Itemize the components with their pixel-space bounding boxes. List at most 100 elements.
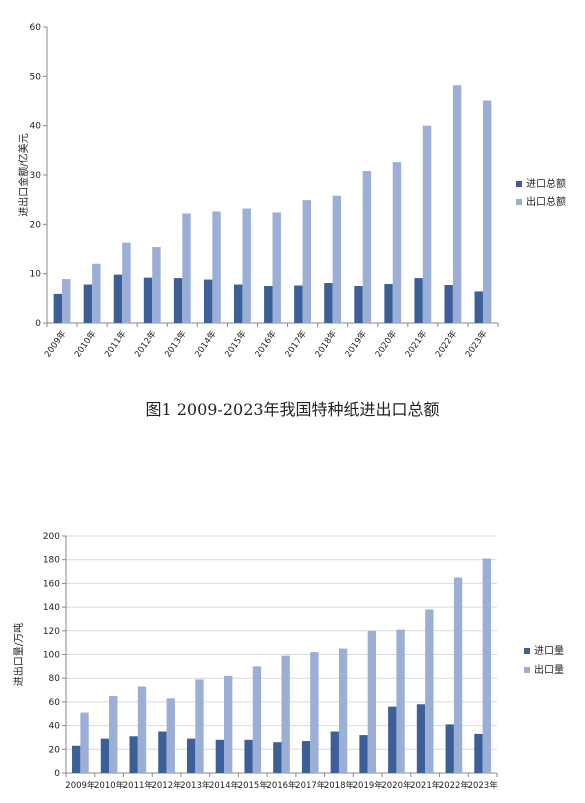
chart2-bar-export <box>453 577 463 773</box>
chart2-xtick-label: 2022年 <box>439 780 470 791</box>
chart1-bar-export <box>452 85 462 323</box>
chart1-ytick-label: 30 <box>30 171 42 181</box>
chart2-bar-export <box>338 648 348 773</box>
chart2-xtick-label: 2013年 <box>180 780 211 791</box>
chart2-legend-label: 出口量 <box>534 663 564 676</box>
chart1-legend-swatch <box>516 199 522 205</box>
chart1-bar-import <box>264 286 273 323</box>
chart2-legend-swatch <box>524 667 530 673</box>
chart1-xtick-label: 2009年 <box>42 328 69 359</box>
chart2-bar-export <box>224 675 233 773</box>
chart2-bar-import <box>72 745 81 773</box>
chart2-ytick-label: 140 <box>43 603 60 613</box>
chart2-bar-export <box>166 698 175 773</box>
chart1-bar-export <box>92 263 101 323</box>
chart1-xtick-label: 2019年 <box>343 328 370 359</box>
chart1-legend-label: 出口总额 <box>526 195 566 208</box>
chart1-bar-import <box>83 284 93 323</box>
chart1-legend-swatch <box>516 181 522 187</box>
chart1-xtick-label: 2010年 <box>72 328 99 359</box>
chart-import-export-volume: 0204060801001201401601802002009年2010年201… <box>12 532 564 791</box>
chart1-bar-export <box>302 200 311 323</box>
chart1-xtick-label: 2017年 <box>283 328 310 359</box>
chart2-bar-import <box>416 704 426 773</box>
chart2-xtick-label: 2021年 <box>410 780 441 791</box>
chart2-ytick-label: 80 <box>49 674 61 684</box>
chart1-xtick-label: 2012年 <box>132 328 159 359</box>
chart1-xtick-label: 2021年 <box>403 328 430 359</box>
chart1-xtick-label: 2014年 <box>193 328 220 359</box>
chart2-bar-export <box>80 712 89 773</box>
chart1-legend-label: 进口总额 <box>526 177 566 190</box>
chart2-bar-import <box>445 724 454 773</box>
chart2-xtick-label: 2018年 <box>324 780 355 791</box>
chart2-bar-export <box>396 629 405 773</box>
chart1-bar-import <box>444 285 453 323</box>
chart2-y-axis-title: 进出口量/万吨 <box>12 623 25 686</box>
chart2-bar-export <box>252 666 262 773</box>
chart1-bar-export <box>242 208 251 323</box>
chart1-bar-import <box>203 279 213 323</box>
chart1-xtick-label: 2022年 <box>433 328 460 359</box>
chart1-ytick-label: 50 <box>30 72 42 82</box>
chart2-xtick-label: 2011年 <box>123 780 154 791</box>
chart2-bar-import <box>244 739 253 773</box>
chart2-bar-export <box>195 679 204 773</box>
chart2-bar-export <box>425 609 434 773</box>
chart1-xtick-label: 2011年 <box>102 328 129 359</box>
chart2-bar-export <box>310 652 319 773</box>
chart1-ytick-label: 20 <box>30 220 42 230</box>
chart1-ytick-label: 60 <box>30 23 42 33</box>
chart2-legend-label: 进口量 <box>534 645 564 657</box>
chart2-legend-swatch <box>524 648 530 654</box>
chart2-bar-export <box>367 630 377 773</box>
figure-caption: 图1 2009-2023年我国特种纸进出口总额 <box>145 400 440 419</box>
chart1-bar-export <box>122 242 131 323</box>
chart2-bar-import <box>158 731 167 773</box>
chart2-ytick-label: 160 <box>43 579 60 589</box>
chart1-bar-import <box>234 284 243 323</box>
chart1-bar-export <box>422 125 432 324</box>
chart1-bar-import <box>294 285 303 323</box>
chart2-xtick-label: 2023年 <box>468 780 499 791</box>
chart1-bar-import <box>324 283 333 323</box>
chart2-ytick-label: 180 <box>43 556 60 566</box>
chart1-bar-export <box>362 171 372 323</box>
chart2-xtick-label: 2014年 <box>209 780 240 791</box>
chart1-bar-import <box>113 274 123 323</box>
chart1-bar-import <box>414 278 423 323</box>
chart2-bar-import <box>273 742 282 773</box>
chart2-bar-export <box>281 655 290 773</box>
chart2-ytick-label: 100 <box>43 651 60 661</box>
chart1-bar-import <box>143 277 153 323</box>
chart2-xtick-label: 2012年 <box>151 780 182 791</box>
chart2-xtick-label: 2015年 <box>238 780 269 791</box>
chart1-xtick-label: 2016年 <box>253 328 280 359</box>
chart2-bar-import <box>186 738 196 773</box>
chart1-bar-import <box>53 293 63 323</box>
chart1-bar-import <box>354 286 363 323</box>
chart2-bar-import <box>359 735 368 773</box>
chart1-xtick-label: 2018年 <box>313 328 340 359</box>
chart1-xtick-label: 2023年 <box>463 328 490 359</box>
chart2-bar-import <box>301 741 311 773</box>
chart2-bar-import <box>215 739 225 773</box>
chart2-ytick-label: 60 <box>49 698 61 708</box>
chart1-bar-export <box>272 212 281 323</box>
chart2-xtick-label: 2019年 <box>353 780 384 791</box>
chart2-bar-export <box>137 686 147 773</box>
chart1-bar-export <box>152 247 161 323</box>
chart1-bar-export <box>392 162 402 323</box>
chart2-bar-import <box>330 731 339 773</box>
chart2-bar-import <box>388 706 397 773</box>
chart1-xtick-label: 2013年 <box>162 328 189 359</box>
chart2-bar-export <box>482 558 491 773</box>
chart2-ytick-label: 40 <box>49 722 61 732</box>
chart1-bar-export <box>182 213 191 323</box>
chart2-bar-import <box>129 736 138 773</box>
chart2-bar-export <box>109 695 118 773</box>
chart1-bar-export <box>482 100 492 323</box>
chart1-ytick-label: 0 <box>35 319 41 329</box>
chart2-bar-import <box>100 738 110 773</box>
chart2-ytick-label: 0 <box>54 769 60 779</box>
